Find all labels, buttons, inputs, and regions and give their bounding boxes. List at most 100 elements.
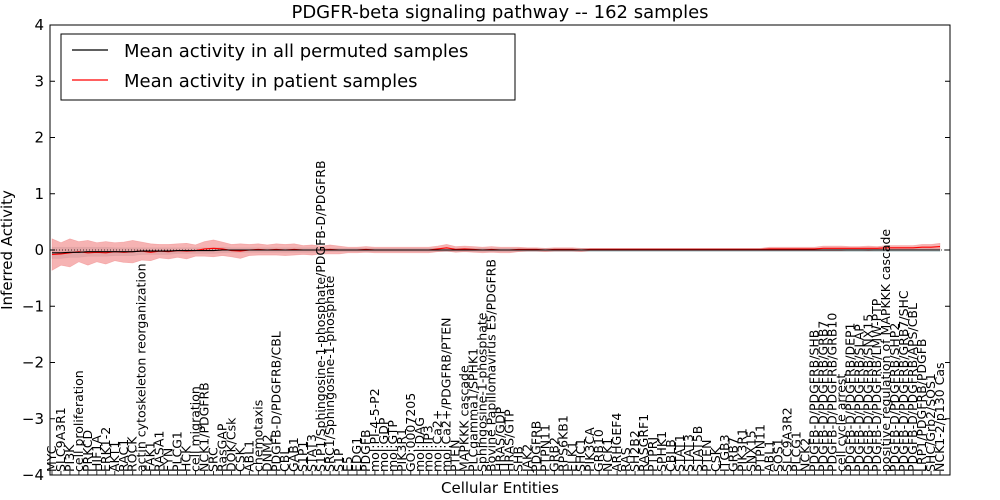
category-label: CSK	[708, 446, 723, 472]
category-label: EDG1	[349, 437, 364, 472]
category-label: PIK3R1	[394, 428, 409, 472]
category-label: RASA1	[152, 431, 167, 472]
category-label: PTPN11	[537, 424, 552, 472]
category-label: PDGFB-D/PDGFRB/CBL	[268, 331, 283, 472]
category-label: PDGFB-D/PDGFRB/APS/CBL	[905, 303, 920, 472]
y-tick-label: 1	[34, 185, 44, 203]
y-tick-label: −4	[22, 466, 44, 484]
category-label: RPS6KB1	[555, 415, 570, 472]
category-label: SHB	[510, 446, 525, 472]
category-label: S1P1/Sphingosine-1-phosphate/PDGFB-D/PDG…	[313, 160, 328, 472]
category-label: S1P1	[295, 441, 310, 472]
category-label: PTEN	[699, 440, 714, 472]
plot-area	[50, 238, 950, 271]
legend-label-patient: Mean activity in patient samples	[124, 71, 418, 92]
category-label: E5	[340, 456, 355, 472]
category-label: PTPN11	[753, 424, 768, 472]
permuted-mean-line	[52, 249, 940, 254]
category-label: mol:IP3	[421, 425, 436, 472]
category-label: PLCG1	[170, 431, 185, 472]
y-tick-label: 0	[34, 241, 44, 259]
category-label: GRB10	[591, 429, 606, 472]
category-label: SRC1/Sphingosine-1-phosphate	[322, 275, 337, 472]
y-tick-label: 3	[34, 72, 44, 90]
category-label: PTPRJ	[645, 437, 660, 472]
category-label: PDGFB-D/PDGFRB/SLAP	[851, 324, 866, 472]
category-label: S1P	[331, 448, 346, 472]
category-label: RAC1	[116, 439, 131, 472]
category-label: LRP1/PDGFRB/PDGFB	[914, 339, 929, 472]
category-label: cell cycle arrest	[833, 374, 848, 472]
category-label: SLC9A3R2	[780, 407, 795, 472]
category-label: PDGFB-D/PDGFRB/SHB	[807, 330, 822, 472]
category-label: GRB2	[546, 437, 561, 472]
category-label: chemotaxis	[250, 400, 265, 472]
category-label: NCK2	[798, 438, 813, 472]
category-label: CBLB	[663, 439, 678, 472]
category-label: PDGFB-D/PDGFRB/DEP1	[842, 323, 857, 473]
category-label: PLCG1	[789, 431, 804, 472]
y-tick-label: −1	[22, 297, 44, 315]
category-label: mol:Ca2+/PDGFRB/PTEN	[439, 318, 454, 472]
category-label: RasGAP	[214, 423, 229, 472]
category-label: SHC/Grb2/SOS1	[923, 373, 938, 472]
category-label: mol:PI-4-5-P2	[367, 388, 382, 472]
legend-box	[60, 33, 516, 101]
category-label: PLCgamma1/SPHK1	[466, 348, 481, 472]
category-label: SOS1	[771, 438, 786, 472]
category-label: DNM2	[259, 434, 274, 472]
category-label: PRKCD	[80, 430, 95, 472]
category-label: PIK3R1	[735, 428, 750, 472]
category-label: PDGFB-D/PDGFRB/GRB10	[824, 313, 839, 472]
category-label: FAK1	[143, 441, 158, 472]
category-label: PTEN	[448, 440, 463, 472]
category-label: PDGFB-D/PDGFRB/LMW-PTP	[869, 298, 884, 472]
category-label: PDGFB-D/PDGFRB/GRB7	[815, 321, 830, 472]
category-label: PDGFRB	[528, 421, 543, 472]
category-label: cell migration	[188, 386, 203, 472]
legend: Mean activity in all permuted samples Me…	[60, 33, 516, 101]
category-label: mol:GDP	[376, 417, 391, 472]
category-label: RAS	[618, 447, 633, 472]
category-label: ARHGEF4	[609, 413, 624, 472]
category-label: CBL	[277, 448, 292, 472]
category-label: mol:Ca2+	[430, 410, 445, 472]
category-label: cell proliferation	[71, 370, 86, 472]
category-label: HCK	[179, 445, 194, 472]
category-label: Sphingosine-1-phosphate	[475, 312, 490, 472]
y-tick-label: 4	[34, 16, 44, 34]
category-label: mol:DAG	[412, 417, 427, 472]
category-label: STAT3	[304, 434, 319, 472]
category-label: PDGFB	[358, 429, 373, 472]
y-axis: −4 −3 −2 −1 0 1 2 3 4	[22, 16, 950, 484]
category-label: FYN	[161, 448, 176, 472]
category-label: mol:GTP	[385, 420, 400, 472]
category-label: DOK/Csk	[223, 417, 238, 472]
y-tick-label: −3	[22, 410, 44, 428]
category-label: JAK2	[519, 444, 534, 473]
category-label: ABL1	[241, 440, 256, 472]
category-label: GAB1	[286, 437, 301, 472]
y-axis-label: Inferred Activity	[0, 190, 16, 310]
category-label: Bovine Papillomavirus E5/PDGFRB	[484, 259, 499, 472]
category-label: positive regulation of MAPKKK cascade	[878, 229, 893, 472]
category-label: SHC1	[573, 438, 588, 472]
category-label: SH2B2	[627, 430, 642, 472]
category-label: ERK1-2	[98, 427, 113, 472]
legend-label-permuted: Mean activity in all permuted samples	[124, 41, 468, 62]
category-label: MAPKKK cascade	[457, 365, 472, 472]
category-label: HRAS/GTP	[502, 409, 517, 472]
category-label: PDGFB-D/PDGFRB/GRB7/SHC	[896, 290, 911, 472]
category-label: ITGB3	[717, 434, 732, 472]
category-label: STAT5B	[690, 426, 705, 472]
category-label: PI3K	[62, 444, 77, 472]
category-label: ELK1	[564, 441, 579, 472]
category-label: ROCK	[125, 436, 140, 472]
category-label: RASGRF1	[636, 414, 651, 472]
category-label: ABL1	[762, 440, 777, 472]
y-tick-label: 2	[34, 129, 44, 147]
category-label: HIF1A	[89, 435, 104, 472]
category-label: SPHK1	[654, 431, 669, 472]
